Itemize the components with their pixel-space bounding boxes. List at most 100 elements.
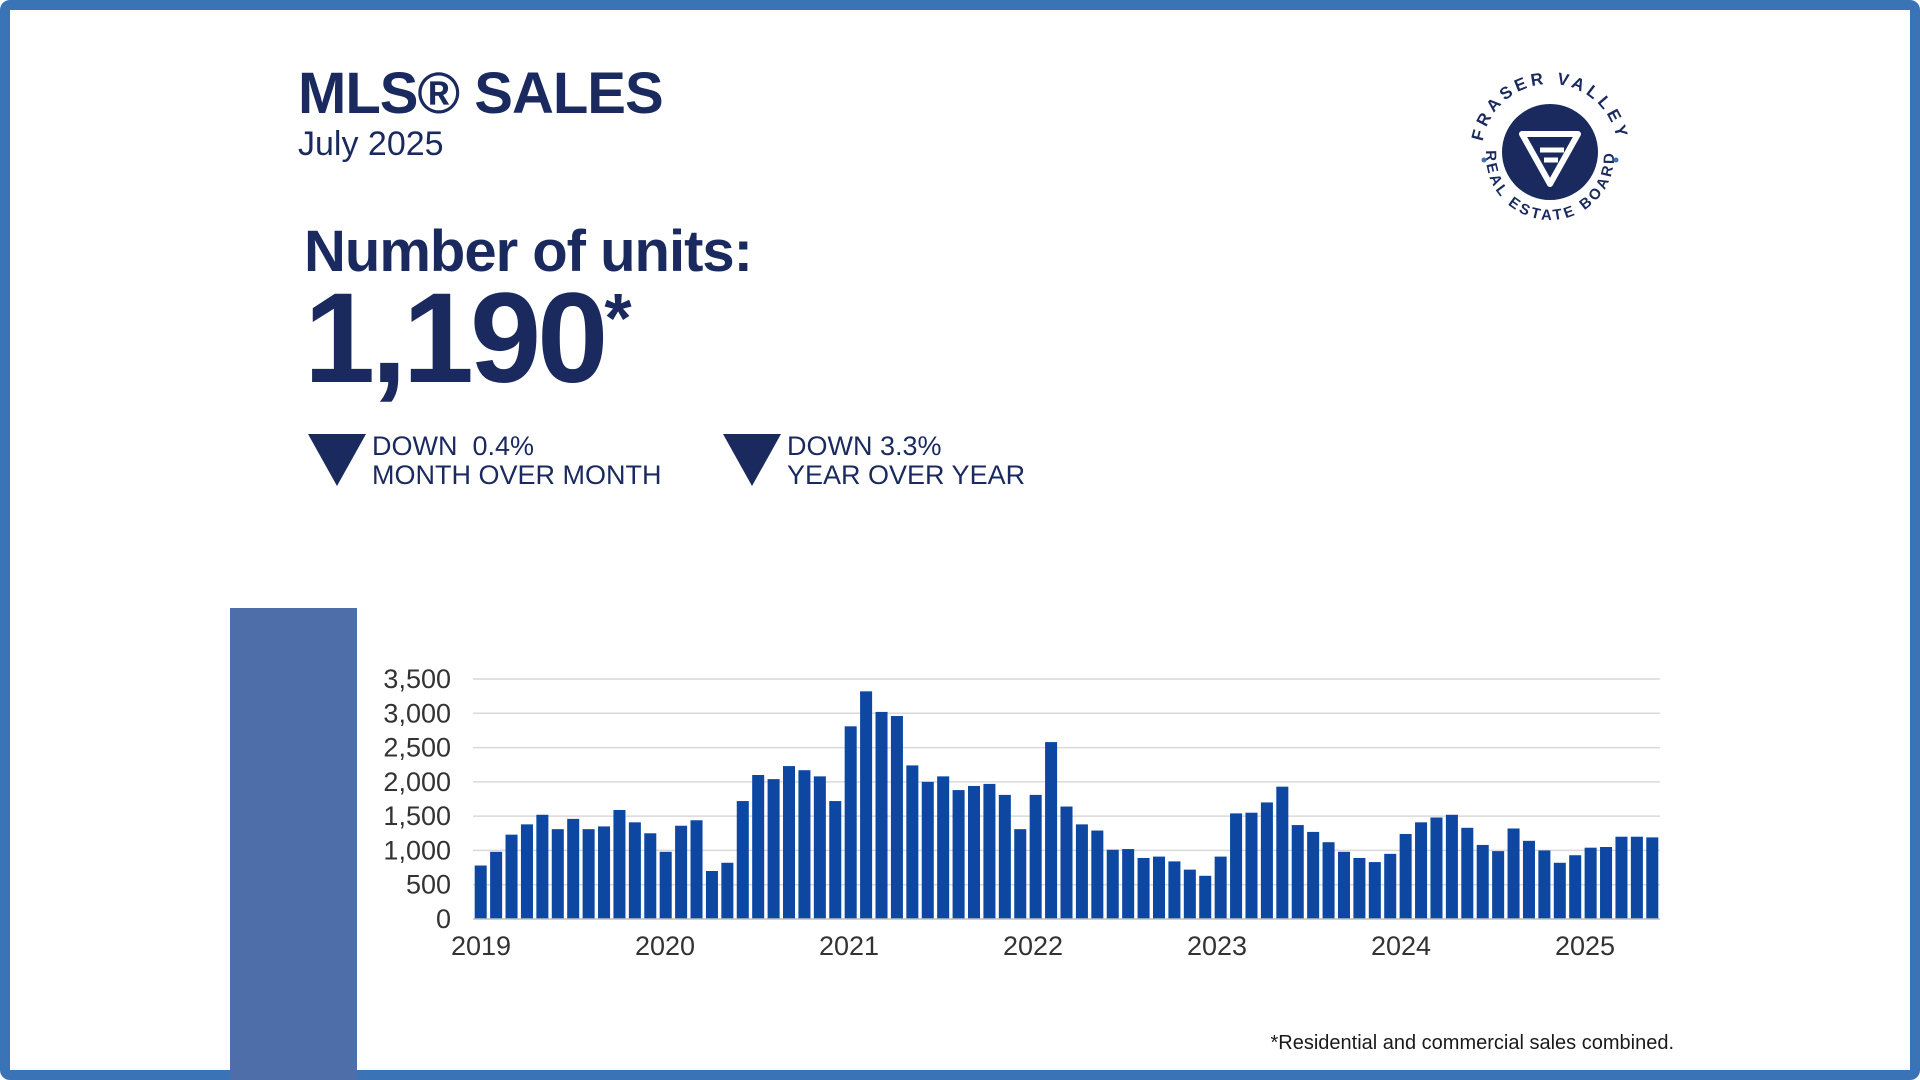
chart-bar xyxy=(1522,840,1535,919)
chart-bar xyxy=(1183,869,1196,919)
chart-bar xyxy=(1553,862,1566,919)
units-label: Number of units: xyxy=(304,219,753,284)
year-over-year-change: DOWN 3.3% YEAR OVER YEAR xyxy=(723,432,1025,490)
chart-bar xyxy=(628,822,641,919)
chart-bar xyxy=(1045,742,1058,919)
chart-bar xyxy=(1075,824,1088,919)
y-tick-label: 1,500 xyxy=(383,801,451,831)
chart-bar xyxy=(1415,822,1428,919)
chart-bar xyxy=(890,716,903,919)
down-triangle-icon xyxy=(308,434,366,486)
chart-bar xyxy=(875,711,888,919)
chart-bar xyxy=(551,829,564,919)
chart-bar xyxy=(1260,802,1273,919)
chart-bar xyxy=(490,851,503,919)
y-tick-label: 3,500 xyxy=(383,664,451,694)
chart-bar xyxy=(1291,825,1304,919)
chart-bar xyxy=(844,726,857,919)
chart-bar xyxy=(1122,849,1135,919)
x-tick-label: 2020 xyxy=(635,931,695,961)
y-tick-label: 1,000 xyxy=(383,835,451,865)
chart-bar xyxy=(505,834,518,919)
chart-bar xyxy=(1091,830,1104,919)
chart-bar xyxy=(860,691,873,919)
chart-bar xyxy=(1214,856,1227,919)
chart-bar xyxy=(736,801,749,919)
units-number: 1,190 xyxy=(304,267,608,410)
mom-percent: 0.4% xyxy=(472,431,535,461)
x-tick-label: 2022 xyxy=(1003,931,1063,961)
units-asterisk: * xyxy=(604,279,632,357)
chart-bar xyxy=(598,826,611,919)
page-title: MLS® SALES xyxy=(298,61,664,126)
chart-bar xyxy=(644,833,657,919)
mom-direction: DOWN xyxy=(372,431,458,461)
units-value: 1,190* xyxy=(304,275,632,403)
chart-bar xyxy=(1476,844,1489,919)
chart-bar xyxy=(690,820,703,919)
chart-bar xyxy=(1152,856,1166,919)
chart-bar xyxy=(567,818,580,919)
chart-bar xyxy=(967,785,981,919)
yoy-period: YEAR OVER YEAR xyxy=(787,460,1026,490)
chart-bar xyxy=(998,794,1011,919)
chart-bar xyxy=(1368,862,1381,919)
chart-bar xyxy=(1106,849,1119,919)
y-tick-label: 2,500 xyxy=(383,733,451,763)
chart-bar xyxy=(1307,831,1320,919)
yoy-percent: 3.3% xyxy=(880,431,942,461)
chart-bar xyxy=(983,783,996,919)
x-tick-label: 2021 xyxy=(819,931,879,961)
chart-bar xyxy=(1538,850,1551,919)
chart-bar xyxy=(1630,836,1643,919)
chart-bar xyxy=(921,781,934,919)
month-over-month-change: DOWN 0.4% MONTH OVER MONTH xyxy=(308,432,662,490)
yoy-direction: DOWN xyxy=(787,431,873,461)
chart-bar xyxy=(937,776,950,919)
chart-bar xyxy=(906,765,919,919)
chart-bar xyxy=(659,851,672,919)
chart-bar xyxy=(798,770,811,919)
chart-bar xyxy=(1029,794,1042,919)
chart-bar xyxy=(813,776,826,919)
x-tick-label: 2019 xyxy=(451,931,511,961)
chart-bar xyxy=(520,824,533,919)
footnote: *Residential and commercial sales combin… xyxy=(1270,1032,1674,1054)
y-tick-label: 2,000 xyxy=(383,767,451,797)
chart-bar xyxy=(767,779,780,919)
chart-bar xyxy=(675,825,688,919)
y-tick-label: 0 xyxy=(436,904,451,934)
y-tick-label: 3,000 xyxy=(383,698,451,728)
chart-bar xyxy=(1399,833,1412,919)
chart-bar xyxy=(1230,813,1243,919)
chart-bar xyxy=(1137,857,1150,919)
chart-bar xyxy=(829,801,842,919)
chart-bar xyxy=(752,775,765,919)
chart-bar xyxy=(1168,861,1181,919)
chart-bar xyxy=(783,766,796,919)
y-tick-label: 500 xyxy=(406,870,451,900)
chart-bar xyxy=(1646,837,1659,919)
chart-bar xyxy=(582,829,595,919)
chart-bar xyxy=(1353,857,1366,919)
chart-bar xyxy=(536,814,549,919)
down-triangle-icon xyxy=(723,434,781,486)
chart-bar xyxy=(1384,853,1397,919)
chart-bar xyxy=(1245,812,1258,919)
decorative-side-bar xyxy=(230,608,357,1080)
fraser-valley-logo-icon: FRASER VALLEY REAL ESTATE BOARD xyxy=(1468,69,1628,224)
chart-bar xyxy=(1507,828,1520,919)
chart-bar xyxy=(1060,806,1073,919)
chart-bar xyxy=(1492,851,1505,919)
chart-bar xyxy=(1569,855,1582,919)
chart-bar xyxy=(1461,827,1474,919)
chart-bar xyxy=(1276,786,1289,919)
chart-bar xyxy=(1445,814,1458,919)
chart-bar xyxy=(1014,829,1027,919)
chart-bar xyxy=(613,809,626,919)
page-subtitle: July 2025 xyxy=(298,125,444,163)
header: MLS® SALES July 2025 xyxy=(298,60,664,164)
x-tick-label: 2023 xyxy=(1187,931,1247,961)
